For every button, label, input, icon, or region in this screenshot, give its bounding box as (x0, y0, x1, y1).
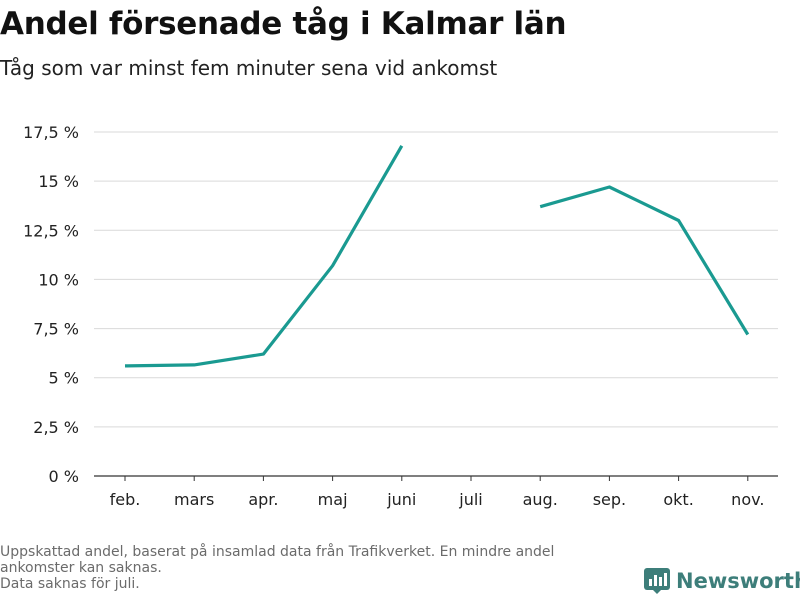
x-tick-label: okt. (663, 490, 693, 509)
y-axis-tick-labels: 0 % 2,5 % 5 % 7,5 % 10 % 12,5 % 15 % 17,5 % (23, 123, 79, 486)
y-gridlines (94, 131, 778, 428)
y-tick-label: 0 % (49, 467, 79, 486)
x-tick-label: sep. (593, 490, 626, 509)
chart-subtitle: Tåg som var minst fem minuter sena vid a… (0, 56, 498, 80)
x-tick-label: mars (174, 490, 214, 509)
brand-name: Newsworthy (676, 569, 800, 593)
y-tick-label: 12,5 % (23, 221, 79, 240)
x-tick-label: maj (318, 490, 348, 509)
x-tick-label: juni (386, 490, 416, 509)
y-tick-label: 7,5 % (33, 320, 79, 339)
footnote: Uppskattad andel, baserat på insamlad da… (0, 544, 630, 592)
y-tick-label: 10 % (38, 270, 79, 289)
x-axis-tick-labels: feb. mars apr. maj juni juli aug. sep. okt. nov. (110, 490, 765, 509)
footnote-missing-data: Data saknas för juli. (0, 576, 140, 592)
y-tick-label: 5 % (49, 369, 79, 388)
y-tick-label: 17,5 % (23, 123, 79, 142)
x-tick-label: nov. (731, 490, 764, 509)
footnote-source: Uppskattad andel, baserat på insamlad da… (0, 544, 555, 576)
series-lines (124, 145, 750, 368)
x-tick-label: feb. (110, 490, 141, 509)
y-tick-label: 2,5 % (33, 418, 79, 437)
chart-title: Andel försenade tåg i Kalmar län (0, 6, 567, 42)
y-tick-label: 15 % (38, 172, 79, 191)
x-axis-ticks (124, 476, 749, 481)
x-tick-label: juli (458, 490, 482, 509)
bar-chart-logo-icon (644, 568, 670, 594)
newsworthy-logo[interactable]: Newsworthy (644, 568, 800, 594)
series-line-segment (539, 185, 750, 336)
x-tick-label: aug. (523, 490, 558, 509)
series-line-segment (124, 145, 404, 368)
x-tick-label: apr. (248, 490, 278, 509)
